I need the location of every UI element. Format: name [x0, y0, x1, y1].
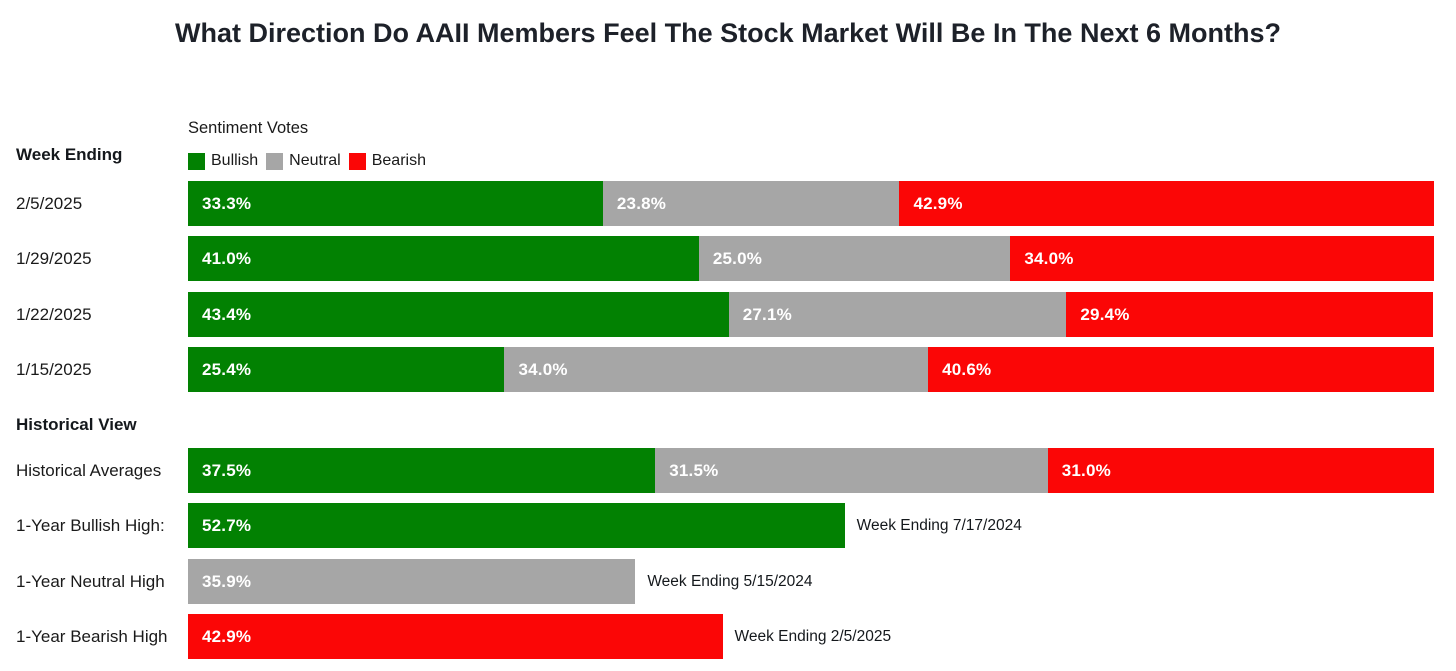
bar-segment-neutral-week-3: 34.0% — [504, 347, 929, 392]
bar-segment-bullish-historical-average: 37.5% — [188, 448, 656, 493]
bar-segment-bearish-week-0: 42.9% — [899, 181, 1434, 226]
legend-label-neutral: Neutral — [289, 152, 341, 169]
one-year-neutral-high-bar-row: 35.9% Week Ending 5/15/2024 — [188, 559, 1434, 604]
bar-segment-bullish-one-year-high: 52.7% — [188, 503, 845, 548]
legend-label-bullish: Bullish — [211, 152, 259, 169]
bar-segment-bullish-week-2-value: 43.4% — [202, 304, 252, 324]
one-year-neutral-high-label: 1-Year Neutral High — [16, 572, 165, 591]
bar-segment-bearish-one-year-high-value: 42.9% — [202, 626, 252, 646]
one-year-bearish-high-annotation: Week Ending 2/5/2025 — [734, 627, 892, 645]
bar-segment-neutral-week-2-value: 27.1% — [742, 304, 792, 324]
week-bar-row-3: 25.4% 34.0% 40.6% — [188, 347, 1434, 392]
bar-segment-bullish-week-0: 33.3% — [188, 181, 603, 226]
bar-segment-neutral-one-year-high-value: 35.9% — [202, 571, 252, 591]
bar-segment-bullish-week-1: 41.0% — [188, 236, 699, 281]
bar-segment-bullish-one-year-high-value: 52.7% — [202, 515, 252, 535]
bar-segment-bearish-week-0-value: 42.9% — [913, 193, 963, 213]
week-ending-header: Week Ending — [16, 145, 123, 164]
one-year-bearish-high-bar-row: 42.9% Week Ending 2/5/2025 — [188, 614, 1434, 659]
week-bar-row-1: 41.0% 25.0% 34.0% — [188, 236, 1434, 281]
historical-view-header: Historical View — [16, 415, 137, 434]
historical-averages-label: Historical Averages — [16, 461, 162, 480]
bar-segment-neutral-week-1: 25.0% — [698, 236, 1011, 281]
bar-segment-neutral-week-0-value: 23.8% — [616, 193, 667, 213]
bar-segment-neutral-week-1-value: 25.0% — [712, 248, 763, 268]
bar-segment-neutral-one-year-high: 35.9% — [188, 559, 636, 604]
bar-segment-neutral-week-0: 23.8% — [602, 181, 900, 226]
bar-segment-bearish-week-3: 40.6% — [928, 347, 1434, 392]
bar-segment-bearish-week-2-value: 29.4% — [1080, 304, 1130, 324]
chart-main-title: What Direction Do AAII Members Feel The … — [175, 18, 1281, 48]
bar-segment-bearish-week-3-value: 40.6% — [942, 359, 992, 379]
one-year-neutral-high-annotation: Week Ending 5/15/2024 — [647, 572, 813, 590]
bar-segment-bullish-week-3: 25.4% — [188, 347, 505, 392]
bar-segment-bullish-week-2: 43.4% — [188, 292, 729, 337]
one-year-bearish-high-label: 1-Year Bearish High — [16, 627, 168, 646]
one-year-bullish-high-annotation: Week Ending 7/17/2024 — [856, 516, 1022, 534]
bar-segment-bearish-week-1-value: 34.0% — [1024, 248, 1074, 268]
bar-segment-bullish-week-1-value: 41.0% — [202, 248, 252, 268]
legend-title: Sentiment Votes — [188, 119, 309, 137]
bar-segment-bearish-historical-average-value: 31.0% — [1061, 460, 1111, 480]
bar-segment-neutral-historical-average: 31.5% — [655, 448, 1048, 493]
legend-chip-bearish-icon — [348, 152, 366, 170]
bar-segment-bullish-week-0-value: 33.3% — [202, 193, 252, 213]
bar-segment-bearish-week-2: 29.4% — [1066, 292, 1433, 337]
bar-segment-bearish-historical-average: 31.0% — [1047, 448, 1434, 493]
legend: Bullish Neutral Bearish — [188, 151, 434, 171]
week-row-label-1: 1/29/2025 — [16, 249, 92, 268]
bar-segment-bullish-historical-average-value: 37.5% — [202, 460, 252, 480]
one-year-bullish-high-bar-row: 52.7% Week Ending 7/17/2024 — [188, 503, 1434, 548]
one-year-bullish-high-label: 1-Year Bullish High: — [16, 516, 165, 535]
bar-segment-neutral-week-2: 27.1% — [728, 292, 1067, 337]
week-bar-row-2: 43.4% 27.1% 29.4% — [188, 292, 1434, 337]
bar-segment-bearish-one-year-high: 42.9% — [188, 614, 723, 659]
historical-averages-bar-row: 37.5% 31.5% 31.0% — [188, 448, 1434, 493]
legend-chip-bullish-icon — [188, 152, 205, 170]
week-row-label-2: 1/22/2025 — [16, 305, 92, 324]
bar-segment-neutral-historical-average-value: 31.5% — [669, 460, 719, 480]
week-bar-row-0: 33.3% 23.8% 42.9% — [188, 181, 1434, 226]
legend-chip-neutral-icon — [266, 152, 284, 170]
legend-label-bearish: Bearish — [371, 152, 426, 169]
bar-segment-bullish-week-3-value: 25.4% — [202, 359, 252, 379]
bar-segment-neutral-week-3-value: 34.0% — [518, 359, 568, 379]
bar-segment-bearish-week-1: 34.0% — [1010, 236, 1434, 281]
week-row-label-0: 2/5/2025 — [16, 194, 83, 213]
week-row-label-3: 1/15/2025 — [16, 360, 92, 379]
